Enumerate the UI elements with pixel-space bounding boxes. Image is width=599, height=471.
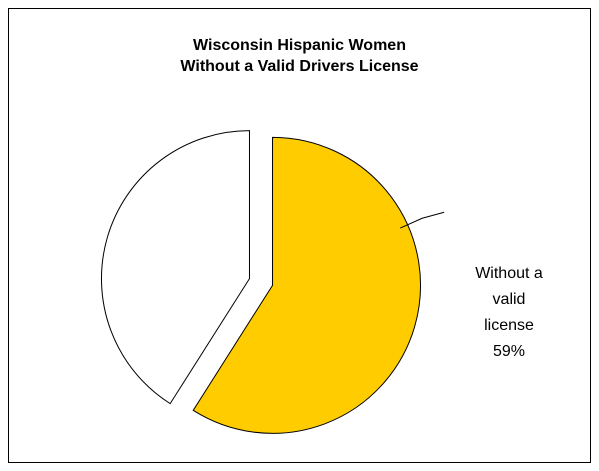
pie-slice-2 <box>100 130 250 405</box>
chart-title-block: Wisconsin Hispanic Women Without a Valid… <box>9 35 590 77</box>
pie-slices <box>100 130 421 434</box>
slice-label-line: valid <box>493 291 526 308</box>
slice-label-line: license <box>484 317 534 334</box>
label-leader-lines <box>400 211 445 229</box>
slice-label-1: Without a valid license 59% <box>475 265 543 360</box>
slice-label-line: 59% <box>493 343 525 360</box>
pie-slice-1 <box>192 136 421 434</box>
chart-title: Wisconsin Hispanic Women <box>193 37 406 54</box>
chart-subtitle: Without a Valid Drivers License <box>180 58 419 75</box>
slice-label-leader <box>400 211 445 229</box>
slice-labels: Without a valid license 59% <box>475 265 543 360</box>
slice-label-line: Without a <box>475 265 543 282</box>
